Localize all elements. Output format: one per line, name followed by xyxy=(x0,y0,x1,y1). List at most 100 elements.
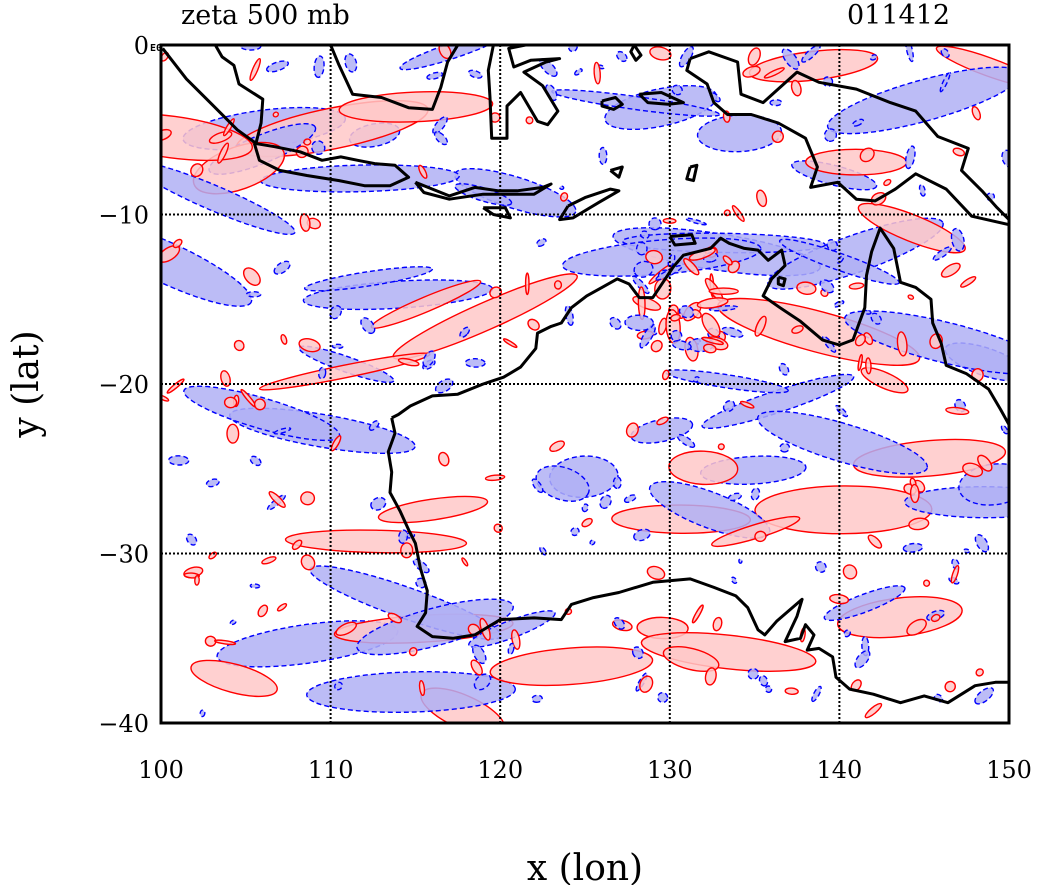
positive-vorticity-contour xyxy=(272,111,280,118)
positive-vorticity-contour xyxy=(559,192,569,202)
x-tick-label: 140 xyxy=(816,756,862,784)
positive-vorticity-contour xyxy=(161,244,181,263)
positive-vorticity-contour xyxy=(883,178,892,187)
negative-vorticity-contour xyxy=(535,465,590,502)
axis-ticks: 100 110 120 130 140 150 0 −10 −20 −30 −40 xyxy=(98,32,1032,784)
positive-vorticity-contour xyxy=(300,554,316,571)
positive-vorticity-contour xyxy=(867,534,883,549)
negative-vorticity-contour xyxy=(671,340,692,351)
positive-vorticity-contour xyxy=(387,612,403,624)
positive-vorticity-contour xyxy=(754,315,767,337)
positive-vorticity-contour xyxy=(493,523,503,533)
positive-vorticity-contour xyxy=(859,147,875,163)
positive-vorticity-contour xyxy=(977,454,993,472)
positive-vorticity-contour xyxy=(842,564,858,580)
negative-vorticity-contour xyxy=(826,66,1009,135)
positive-vorticity-contour xyxy=(645,249,664,265)
negative-vorticity-contour xyxy=(609,316,622,330)
positive-vorticity-contour xyxy=(300,491,316,506)
negative-vorticity-contour xyxy=(918,183,926,197)
positive-vorticity-contour xyxy=(909,483,920,504)
positive-vorticity-contour xyxy=(906,618,927,636)
negative-vorticity-contour xyxy=(624,314,655,332)
negative-vorticity-contour xyxy=(756,410,929,475)
coastline-sumatra xyxy=(161,45,265,145)
negative-vorticity-contour xyxy=(671,84,683,96)
negative-vorticity-contour xyxy=(869,54,878,61)
negative-vorticity-contour xyxy=(692,376,700,383)
negative-vorticity-contour xyxy=(311,140,326,156)
coastline-timor xyxy=(558,187,621,222)
negative-vorticity-contour xyxy=(559,185,565,191)
positive-vorticity-contour xyxy=(722,255,733,266)
positive-vorticity-contour xyxy=(461,557,469,567)
negative-vorticity-contour xyxy=(950,227,965,252)
positive-vorticity-contour xyxy=(511,629,521,650)
positive-vorticity-contour xyxy=(790,79,802,97)
positive-vorticity-contour xyxy=(661,369,670,381)
positive-vorticity-contour xyxy=(860,367,909,394)
negative-vorticity-contour xyxy=(318,366,327,380)
positive-vorticity-contour xyxy=(791,325,804,334)
positive-vorticity-contour xyxy=(805,148,908,176)
negative-vorticity-contour xyxy=(539,546,547,556)
positive-vorticity-contour xyxy=(739,400,755,409)
negative-vorticity-contour xyxy=(531,694,543,703)
negative-vorticity-contour xyxy=(678,45,694,68)
coastline-sumba xyxy=(482,206,512,220)
positive-vorticity-contour xyxy=(593,61,601,85)
positive-vorticity-contour xyxy=(276,603,288,612)
negative-vorticity-contour xyxy=(507,642,515,656)
coastline-tasmania xyxy=(917,722,920,723)
positive-vorticity-contour xyxy=(220,370,231,387)
negative-vorticity-contour xyxy=(249,583,261,589)
positive-vorticity-contour xyxy=(952,147,966,157)
negative-vorticity-contour xyxy=(266,60,289,73)
positive-vorticity-contour xyxy=(470,659,483,676)
positive-vorticity-contour xyxy=(208,551,218,560)
coastline-australia-south xyxy=(386,417,1009,705)
coastline-buru xyxy=(600,96,624,111)
negative-vorticity-contour xyxy=(334,681,343,691)
negative-vorticity-contour xyxy=(835,404,849,418)
positive-vorticity-contour xyxy=(527,318,540,331)
corner-label: E0 xyxy=(150,43,162,54)
positive-vorticity-contour xyxy=(649,46,672,61)
coastline-borneo xyxy=(329,45,460,111)
positive-vorticity-contour xyxy=(731,205,745,222)
positive-vorticity-contour xyxy=(747,47,761,66)
positive-vorticity-contour xyxy=(213,639,237,646)
negative-vorticity-contour xyxy=(670,329,683,342)
negative-vorticity-contour xyxy=(758,675,769,687)
negative-vorticity-contour xyxy=(631,646,644,660)
negative-vorticity-contour xyxy=(473,673,492,691)
negative-vorticity-contour xyxy=(814,561,827,573)
positive-vorticity-contour xyxy=(857,202,966,254)
positive-vorticity-contour xyxy=(702,343,717,354)
y-tick-label: −10 xyxy=(98,202,149,230)
negative-vorticity-contour xyxy=(422,350,436,368)
positive-vorticity-contour xyxy=(668,450,739,486)
positive-vorticity-contour xyxy=(712,616,723,632)
negative-vorticity-contour xyxy=(721,326,744,338)
negative-vorticity-contour xyxy=(747,668,760,680)
negative-vorticity-contour xyxy=(472,644,487,665)
negative-vorticity-contour xyxy=(199,709,206,718)
positive-vorticity-contour xyxy=(656,416,669,426)
vorticity-field xyxy=(161,45,1009,723)
positive-vorticity-contour xyxy=(549,440,565,453)
negative-vorticity-contour xyxy=(843,310,1009,375)
x-axis-label: x (lon) xyxy=(527,848,643,885)
negative-vorticity-contour xyxy=(826,239,839,252)
y-tick-label: −30 xyxy=(98,541,149,569)
negative-vorticity-contour xyxy=(249,455,262,467)
coastline-tanimbar xyxy=(685,163,699,183)
negative-vorticity-contour xyxy=(623,494,637,503)
positive-vorticity-contour xyxy=(418,164,428,179)
positive-vorticity-contour xyxy=(280,333,288,345)
positive-vorticity-contour xyxy=(625,422,639,438)
positive-vorticity-contour xyxy=(581,517,593,528)
negative-vorticity-contour xyxy=(633,528,651,542)
negative-vorticity-contour xyxy=(823,585,906,622)
coastline-banda-isles xyxy=(609,165,624,179)
